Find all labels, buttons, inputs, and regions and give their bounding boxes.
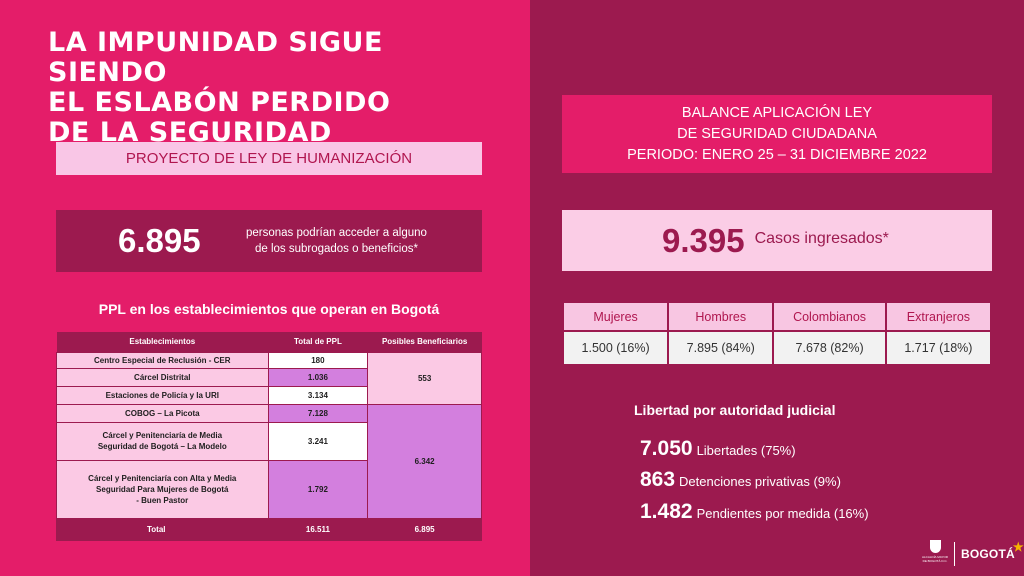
- ppl-header-row: Establecimientos Total de PPL Posibles B…: [56, 332, 482, 352]
- libertad-number: 1.482: [640, 500, 693, 523]
- ppl-table-title: PPL en los establecimientos que operan e…: [98, 301, 440, 317]
- total-beneficiaries-value: 6.895: [367, 517, 482, 541]
- total-ppl-cell: 3.241: [267, 421, 369, 461]
- value-mujeres: 1.500 (16%): [564, 332, 668, 364]
- libertad-item: 7.050 Libertades (75%): [640, 437, 796, 461]
- subtitle-banner: PROYECTO DE LEY DE HUMANIZACIÓN: [56, 142, 482, 175]
- title-line: LA IMPUNIDAD SIGUE: [48, 27, 383, 58]
- bogota-logo: BOGOTÁ ★: [961, 540, 1024, 561]
- establecimiento-cell: Estaciones de Policía y la URI: [56, 385, 269, 405]
- header-posibles-beneficiarios: Posibles Beneficiarios: [367, 332, 482, 352]
- demographics-header-row: Mujeres Hombres Colombianos Extranjeros: [564, 303, 990, 332]
- establecimiento-line: Cárcel y Penitenciaría de Media: [102, 431, 223, 440]
- beneficiaries-value: 6.895: [118, 222, 201, 259]
- logo-divider: [954, 542, 955, 566]
- beneficiaries-description: personas podrían acceder a alguno de los…: [246, 225, 427, 257]
- establecimiento-cell: Cárcel y Penitenciaría de Media Segurida…: [56, 421, 269, 461]
- alcaldia-seal-icon: ALCALDÍA MAYOR DE BOGOTÁ D.C.: [922, 540, 948, 568]
- libertad-text: Libertades (75%): [696, 443, 796, 458]
- header-extranjeros: Extranjeros: [886, 303, 990, 332]
- libertad-title: Libertad por autoridad judicial: [634, 402, 836, 418]
- value-hombres: 7.895 (84%): [669, 332, 773, 364]
- establecimiento-cell: COBOG – La Picota: [56, 403, 269, 423]
- cases-label: Casos ingresados*: [754, 229, 889, 247]
- shield-icon: [929, 540, 941, 553]
- header-mujeres: Mujeres: [564, 303, 668, 332]
- total-ppl-cell: 180: [267, 351, 369, 369]
- value-extranjeros: 1.717 (18%): [886, 332, 990, 364]
- libertad-number: 7.050: [640, 437, 693, 460]
- beneficiarios-group-cell: 553: [367, 351, 482, 405]
- establecimiento-line: Seguridad Para Mujeres de Bogotá: [96, 484, 229, 494]
- establecimiento-line: Seguridad de Bogotá – La Modelo: [97, 442, 227, 451]
- header-total-ppl: Total de PPL: [268, 332, 368, 352]
- table-row: Cárcel y Penitenciaría de Media Segurida…: [56, 421, 482, 461]
- total-ppl-cell: 7.128: [267, 403, 369, 423]
- beneficiaries-stat-box: 6.895 personas podrían acceder a alguno …: [56, 210, 482, 272]
- balance-line: BALANCE APLICACIÓN LEY: [681, 104, 873, 121]
- header-establecimientos: Establecimientos: [56, 332, 269, 352]
- balance-line: DE SEGURIDAD CIUDADANA: [677, 125, 877, 142]
- beneficiaries-text-line: de los subrogados o beneficios*: [254, 243, 418, 255]
- beneficiaries-text-line: personas podrían acceder a alguno: [246, 227, 427, 239]
- header-colombianos: Colombianos: [774, 303, 885, 332]
- balance-banner: BALANCE APLICACIÓN LEY DE SEGURIDAD CIUD…: [562, 95, 992, 173]
- value-colombianos: 7.678 (82%): [774, 332, 885, 364]
- header-hombres: Hombres: [669, 303, 773, 332]
- cases-value: 9.395: [662, 221, 745, 259]
- libertad-number: 863: [640, 468, 676, 491]
- establecimiento-line: - Buen Pastor: [136, 495, 189, 505]
- demographics-values-row: 1.500 (16%) 7.895 (84%) 7.678 (82%) 1.71…: [564, 332, 990, 364]
- star-icon: ★: [1012, 540, 1024, 554]
- establecimiento-cell: Cárcel Distrital: [56, 367, 269, 387]
- title-line: SIENDO: [48, 57, 167, 88]
- total-ppl-cell: 3.134: [267, 385, 369, 405]
- libertad-item: 1.482 Pendientes por medida (16%): [640, 500, 869, 524]
- bogota-logo-text: BOGOTÁ: [961, 547, 1015, 561]
- main-title: LA IMPUNIDAD SIGUE SIENDO EL ESLABÓN PER…: [48, 28, 448, 148]
- beneficiarios-group-cell: 6.342: [367, 403, 482, 519]
- table-row: COBOG – La Picota 7.128 6.342: [56, 403, 482, 519]
- libertad-text: Detenciones privativas (9%): [679, 474, 841, 489]
- libertad-text: Pendientes por medida (16%): [696, 506, 869, 521]
- establecimiento-cell: Centro Especial de Reclusión - CER: [56, 351, 269, 369]
- demographics-table: Mujeres Hombres Colombianos Extranjeros …: [562, 303, 992, 364]
- total-ppl-cell: 1.036: [267, 367, 369, 387]
- establecimiento-cell: Cárcel y Penitenciaría con Alta y Media …: [56, 459, 269, 519]
- libertad-item: 863 Detenciones privativas (9%): [640, 468, 841, 492]
- total-row: Total 16.511 6.895: [56, 517, 482, 541]
- balance-line: PERIODO: ENERO 25 – 31 DICIEMBRE 2022: [627, 146, 927, 163]
- total-ppl-value: 16.511: [267, 517, 369, 541]
- ppl-table: Establecimientos Total de PPL Posibles B…: [56, 332, 482, 541]
- title-line: EL ESLABÓN PERDIDO: [48, 87, 391, 118]
- seal-caption: ALCALDÍA MAYOR DE BOGOTÁ D.C.: [922, 555, 948, 563]
- total-ppl-cell: 1.792: [267, 459, 369, 519]
- footer-logos: ALCALDÍA MAYOR DE BOGOTÁ D.C. BOGOTÁ ★: [922, 540, 1024, 568]
- table-row: Cárcel y Penitenciaría con Alta y Media …: [56, 459, 482, 519]
- table-row: Centro Especial de Reclusión - CER 180 5…: [56, 351, 482, 405]
- total-label: Total: [56, 517, 269, 541]
- table-row: Cárcel Distrital 1.036: [56, 367, 482, 387]
- cases-stat-box: 9.395 Casos ingresados*: [562, 210, 992, 271]
- establecimiento-line: Cárcel y Penitenciaría con Alta y Media: [88, 473, 237, 483]
